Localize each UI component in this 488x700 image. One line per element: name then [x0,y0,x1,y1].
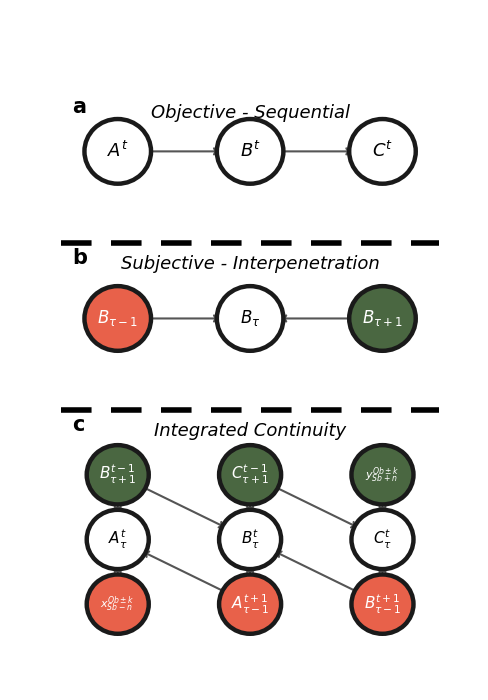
Text: $B^t$: $B^t$ [240,141,261,162]
Text: $x^{Ob\pm k}_{Sb-n}$: $x^{Ob\pm k}_{Sb-n}$ [101,594,135,614]
Ellipse shape [84,286,151,351]
Text: $B^{t+1}_{\tau-1}$: $B^{t+1}_{\tau-1}$ [364,592,401,616]
Ellipse shape [349,286,416,351]
Ellipse shape [219,510,281,569]
Text: b: b [72,248,87,268]
Text: Subjective - Interpenetration: Subjective - Interpenetration [121,255,380,273]
Ellipse shape [351,510,413,569]
Text: $A^{t}_{\tau}$: $A^{t}_{\tau}$ [108,528,127,551]
Text: $C^{t-1}_{\tau+1}$: $C^{t-1}_{\tau+1}$ [231,463,269,486]
Ellipse shape [219,575,281,634]
Text: $B_{\tau+1}$: $B_{\tau+1}$ [362,309,403,328]
Ellipse shape [349,119,416,183]
Text: Integrated Continuity: Integrated Continuity [154,422,346,440]
Ellipse shape [87,575,149,634]
Text: $A^t$: $A^t$ [107,141,129,162]
Text: $C^{t}_{\tau}$: $C^{t}_{\tau}$ [373,528,392,551]
Ellipse shape [84,119,151,183]
Ellipse shape [217,119,284,183]
Text: $y^{Ob\pm k}_{Sb+n}$: $y^{Ob\pm k}_{Sb+n}$ [365,465,400,484]
Text: $B_{\tau-1}$: $B_{\tau-1}$ [97,309,138,328]
Ellipse shape [87,445,149,505]
Text: Objective - Sequential: Objective - Sequential [151,104,349,122]
Text: $A^{t+1}_{\tau-1}$: $A^{t+1}_{\tau-1}$ [231,592,269,616]
Text: $B_{\tau}$: $B_{\tau}$ [240,309,260,328]
Text: c: c [72,416,85,435]
Text: a: a [72,97,86,118]
Text: $B^{t}_{\tau}$: $B^{t}_{\tau}$ [241,528,260,551]
Ellipse shape [219,445,281,505]
Ellipse shape [351,445,413,505]
Ellipse shape [217,286,284,351]
Ellipse shape [351,575,413,634]
Text: $B^{t-1}_{\tau+1}$: $B^{t-1}_{\tau+1}$ [99,463,137,486]
Text: $C^t$: $C^t$ [372,141,393,162]
Ellipse shape [87,510,149,569]
